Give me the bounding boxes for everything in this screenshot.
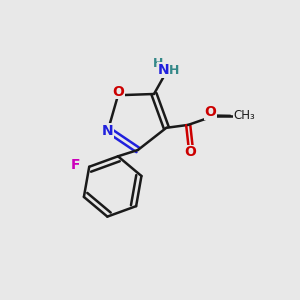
Text: H: H: [153, 57, 163, 70]
Text: O: O: [112, 85, 124, 99]
Text: N: N: [158, 63, 169, 77]
Text: methyl: methyl: [0, 299, 1, 300]
Text: O: O: [184, 145, 196, 159]
Text: methyl: methyl: [0, 299, 1, 300]
Text: CH₃: CH₃: [233, 109, 255, 122]
Text: F: F: [71, 158, 80, 172]
Text: O: O: [204, 105, 216, 119]
Text: H: H: [169, 64, 180, 77]
Text: N: N: [101, 124, 113, 138]
